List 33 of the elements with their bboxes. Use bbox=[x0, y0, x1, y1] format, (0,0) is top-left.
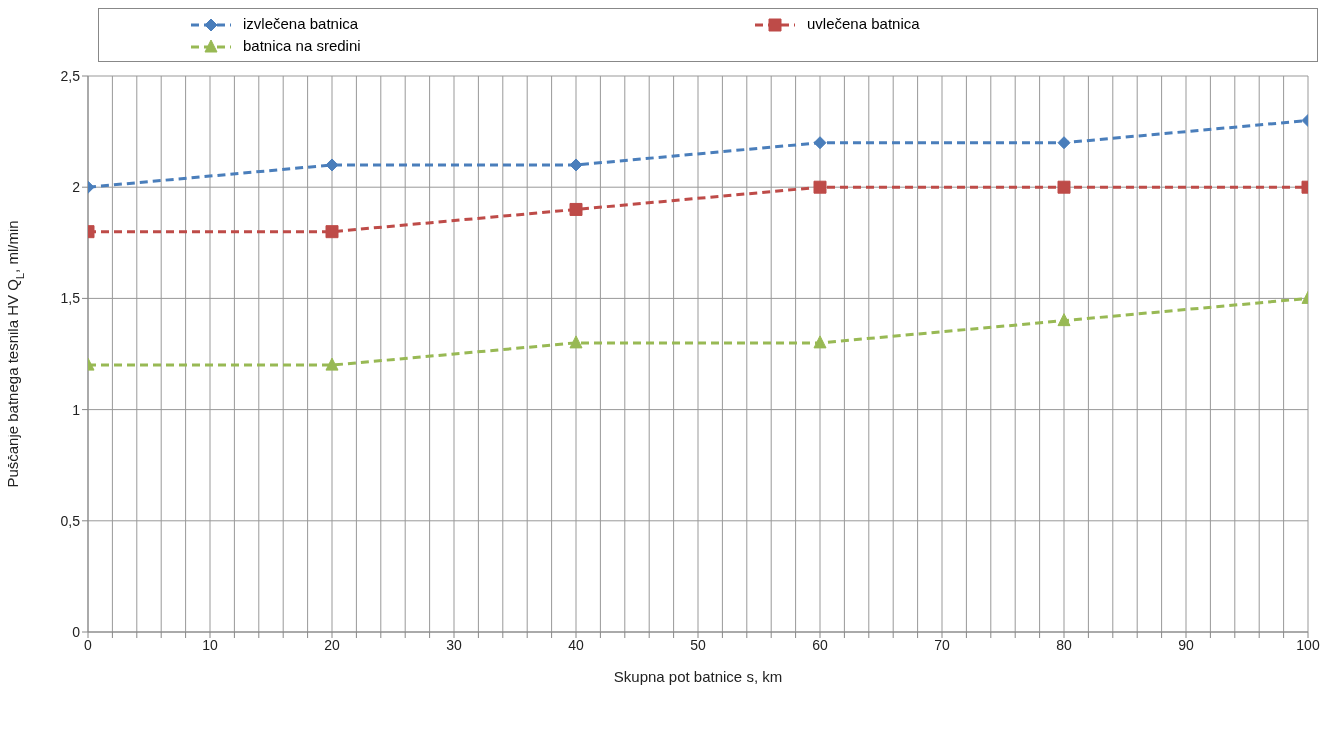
point bbox=[813, 180, 827, 194]
y-tick-label: 0 bbox=[72, 624, 81, 641]
legend-label: batnica na sredini bbox=[243, 37, 361, 55]
x-tick-label: 60 bbox=[812, 637, 828, 653]
x-tick-label: 10 bbox=[202, 637, 218, 653]
point bbox=[1057, 136, 1071, 150]
legend-label: uvlečena batnica bbox=[807, 15, 920, 32]
point bbox=[813, 136, 827, 150]
x-tick-label: 80 bbox=[1056, 637, 1072, 653]
point bbox=[1057, 180, 1071, 194]
y-tick-label: 2 bbox=[72, 179, 81, 196]
x-tick-label: 30 bbox=[446, 637, 462, 653]
x-axis-title: Skupna pot batnice s, km bbox=[613, 668, 783, 686]
x-tick-label: 90 bbox=[1178, 637, 1194, 653]
point bbox=[569, 335, 583, 349]
x-tick-label: 50 bbox=[690, 637, 706, 653]
point bbox=[569, 158, 583, 172]
legend-label: izvlečena batnica bbox=[243, 15, 359, 32]
point bbox=[813, 335, 827, 349]
x-tick-label: 20 bbox=[324, 637, 340, 653]
x-tick-label: 70 bbox=[934, 637, 950, 653]
point bbox=[569, 203, 583, 216]
point bbox=[325, 357, 339, 371]
y-tick-label: 2,5 bbox=[60, 68, 81, 85]
point bbox=[325, 225, 339, 239]
y-tick-label: 1,5 bbox=[60, 290, 81, 307]
y-tick-label: 1 bbox=[72, 401, 81, 418]
x-tick-label: 0 bbox=[84, 637, 93, 653]
x-tick-label: 100 bbox=[1296, 637, 1320, 653]
y-tick-label: 0,5 bbox=[60, 512, 81, 529]
point bbox=[1057, 313, 1071, 327]
point bbox=[325, 158, 339, 172]
x-tick-label: 40 bbox=[568, 637, 584, 653]
